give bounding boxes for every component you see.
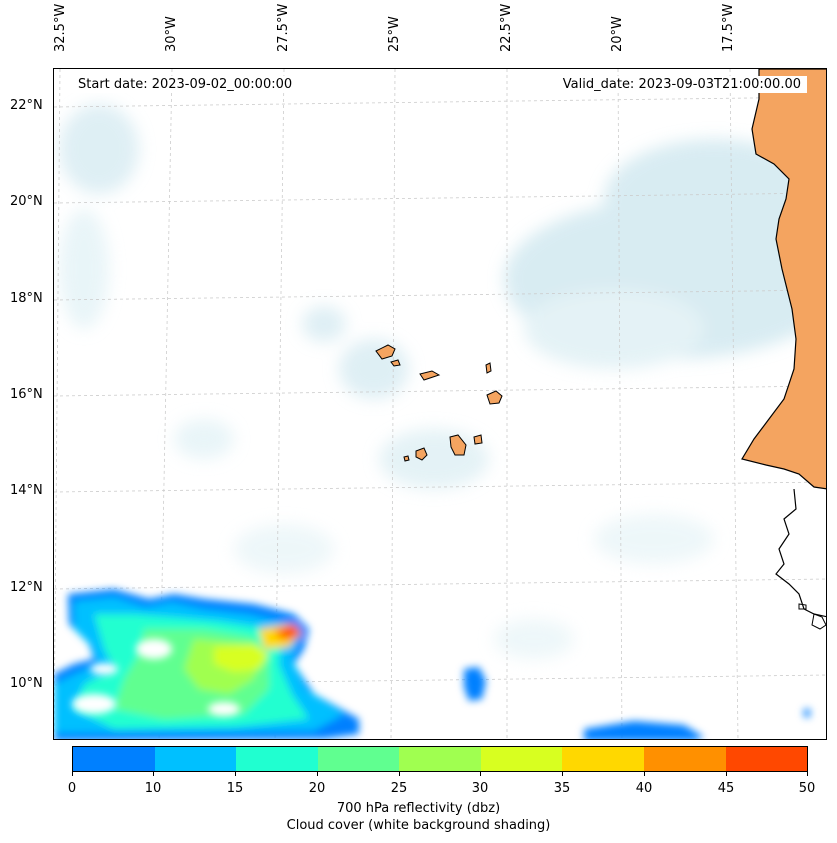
africa-land	[741, 69, 826, 490]
colorbar-tickmark	[399, 772, 400, 776]
colorbar-tickmark	[644, 772, 645, 776]
valid-date-label: Valid_date: 2023-09-03T21:00:00.00	[556, 76, 807, 93]
colorbar-tick-label: 0	[67, 781, 77, 796]
colorbar-title: 700 hPa reflectivity (dbz)	[336, 801, 501, 816]
cloud-patch	[379, 429, 489, 489]
lon-label-30w: 30°W	[164, 16, 179, 52]
colorbar-subtitle: Cloud cover (white background shading)	[286, 818, 551, 833]
map-canvas	[54, 69, 826, 739]
colorbar-tick-label: 50	[798, 781, 816, 796]
cloud-patch	[234, 524, 334, 574]
lat-label-22n: 22°N	[10, 98, 43, 113]
lon-label-22.5w: 22.5°W	[499, 3, 514, 52]
colorbar-tick-label: 10	[144, 781, 162, 796]
colorbar-tickmark	[72, 772, 73, 776]
reflectivity-layer	[54, 589, 810, 739]
reflectivity-30-35	[214, 644, 269, 672]
cape-verde-islands	[375, 344, 503, 462]
reflectivity-cell-small	[804, 709, 810, 717]
colorbar-tickmark	[807, 772, 808, 776]
colorbar-tickmark	[562, 772, 563, 776]
cloud-patch	[174, 419, 234, 459]
colorbar-tick-label: 30	[471, 781, 489, 796]
lat-label-20n: 20°N	[10, 194, 43, 209]
colorbar-tick-label: 25	[390, 781, 408, 796]
colorbar-segment-40-45	[643, 747, 726, 771]
island-maio	[473, 434, 483, 445]
island-sal	[485, 362, 492, 374]
island-fogo	[415, 447, 428, 461]
africa-coast-south	[775, 488, 826, 618]
colorbar-segment-35-40	[562, 747, 644, 771]
colorbar-segment-25-30	[399, 747, 481, 771]
colorbar-tick-label: 35	[553, 781, 571, 796]
reflectivity-cell-east	[464, 667, 486, 701]
colorbar-segment-30-35	[480, 747, 563, 771]
cloud-patch	[524, 289, 704, 369]
lon-label-20w: 20°W	[610, 16, 625, 52]
cloud-patch	[339, 339, 409, 399]
map-panel[interactable]	[53, 68, 827, 740]
reflectivity-cell-south	[584, 721, 704, 739]
lat-label-14n: 14°N	[10, 483, 43, 498]
colorbar-tickmark	[317, 772, 318, 776]
lat-label-16n: 16°N	[10, 387, 43, 402]
island-sao-vicente	[390, 359, 401, 367]
lon-label-17.5w: 17.5°W	[721, 3, 736, 52]
colorbar-tickmark	[480, 772, 481, 776]
colorbar-segment-15-20	[236, 747, 318, 771]
lat-label-18n: 18°N	[10, 291, 43, 306]
lon-label-25w: 25°W	[387, 16, 402, 52]
colorbar-tick-label: 20	[308, 781, 326, 796]
island-santiago	[449, 434, 467, 456]
colorbar-tick-label: 45	[717, 781, 735, 796]
cloud-patch	[604, 139, 824, 259]
start-date-label: Start date: 2023-09-02_00:00:00	[72, 76, 299, 93]
cloud-patch	[494, 619, 574, 659]
island-boa-vista	[486, 390, 503, 405]
lat-label-10n: 10°N	[10, 676, 43, 691]
colorbar-segment-45-50	[725, 747, 808, 771]
colorbar-tick-label: 40	[635, 781, 653, 796]
colorbar-tickmark	[153, 772, 154, 776]
colorbar-tickmark	[235, 772, 236, 776]
cloud-patch	[59, 104, 139, 194]
colorbar-tickmark	[726, 772, 727, 776]
colorbar-segment-10-15	[154, 747, 237, 771]
island-brava	[403, 455, 410, 462]
reflectivity-45-50	[282, 626, 298, 637]
bissagos-islands	[798, 603, 826, 630]
colorbar-tick-label: 15	[226, 781, 244, 796]
cloud-patch	[302, 306, 346, 342]
island-sao-nicolau	[419, 370, 441, 381]
colorbar-segment-0-10	[73, 747, 155, 771]
colorbar-segment-20-25	[317, 747, 400, 771]
lon-label-27.5w: 27.5°W	[276, 3, 291, 52]
cloud-patch	[594, 514, 714, 564]
cloud-patch	[59, 209, 109, 329]
lon-label-32.5w: 32.5°W	[53, 3, 68, 52]
cloud-cover-layer	[59, 104, 826, 659]
colorbar	[72, 746, 808, 772]
island-santo-antao	[375, 344, 396, 360]
lat-label-12n: 12°N	[10, 580, 43, 595]
reflectivity-gaps	[72, 639, 240, 716]
